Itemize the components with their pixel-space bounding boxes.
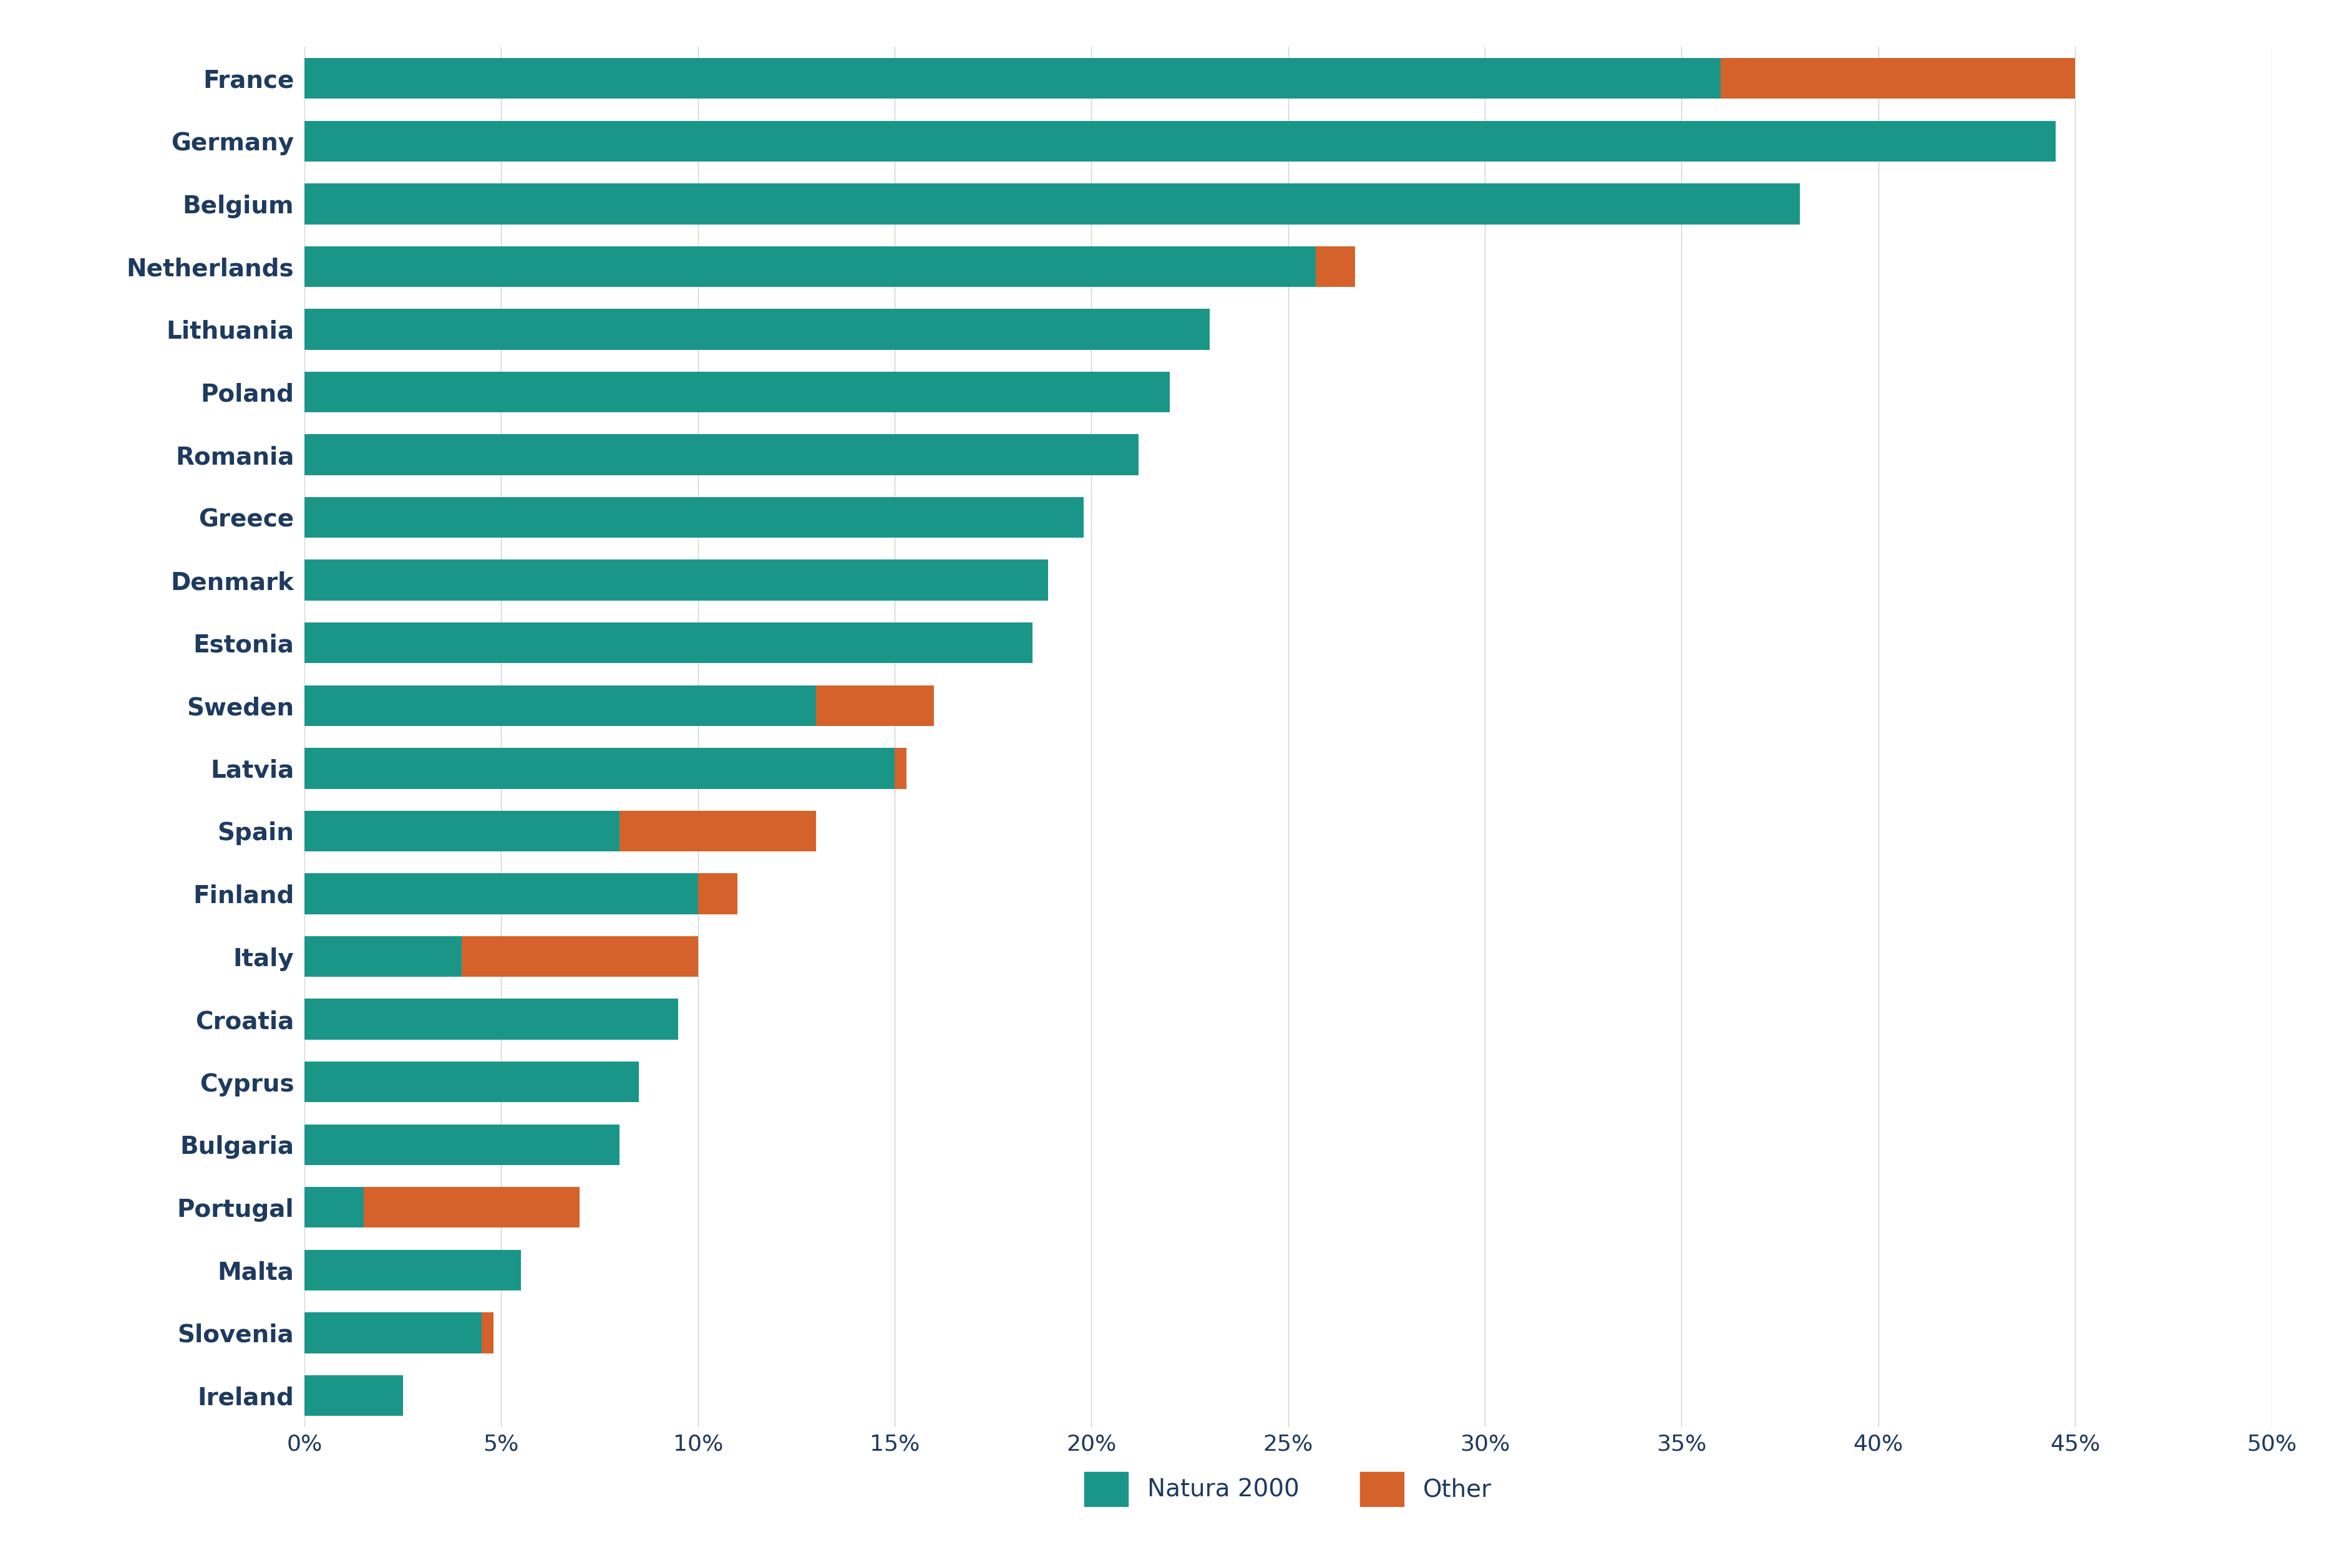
- Bar: [482, 1312, 494, 1353]
- Bar: [304, 183, 1799, 224]
- Bar: [304, 497, 1084, 538]
- Bar: [698, 873, 738, 914]
- Bar: [363, 1187, 581, 1228]
- Legend: Natura 2000, Other: Natura 2000, Other: [1073, 1460, 1504, 1518]
- Bar: [304, 685, 815, 726]
- Bar: [304, 121, 2056, 162]
- Bar: [304, 372, 1171, 412]
- Bar: [304, 560, 1049, 601]
- Bar: [1316, 246, 1356, 287]
- Bar: [304, 434, 1138, 475]
- Bar: [304, 309, 1208, 350]
- Bar: [304, 1375, 403, 1416]
- Bar: [304, 936, 461, 977]
- Bar: [304, 1312, 482, 1353]
- Bar: [304, 873, 698, 914]
- Bar: [304, 1062, 639, 1102]
- Bar: [304, 622, 1033, 663]
- Bar: [304, 748, 895, 789]
- Bar: [304, 1187, 363, 1228]
- Bar: [304, 1124, 618, 1165]
- Bar: [304, 999, 679, 1040]
- Bar: [895, 748, 906, 789]
- Bar: [1721, 58, 2075, 99]
- Bar: [618, 811, 815, 851]
- Bar: [461, 936, 698, 977]
- Bar: [304, 1250, 520, 1290]
- Bar: [304, 811, 618, 851]
- Bar: [815, 685, 934, 726]
- Bar: [304, 246, 1316, 287]
- Bar: [304, 58, 1721, 99]
